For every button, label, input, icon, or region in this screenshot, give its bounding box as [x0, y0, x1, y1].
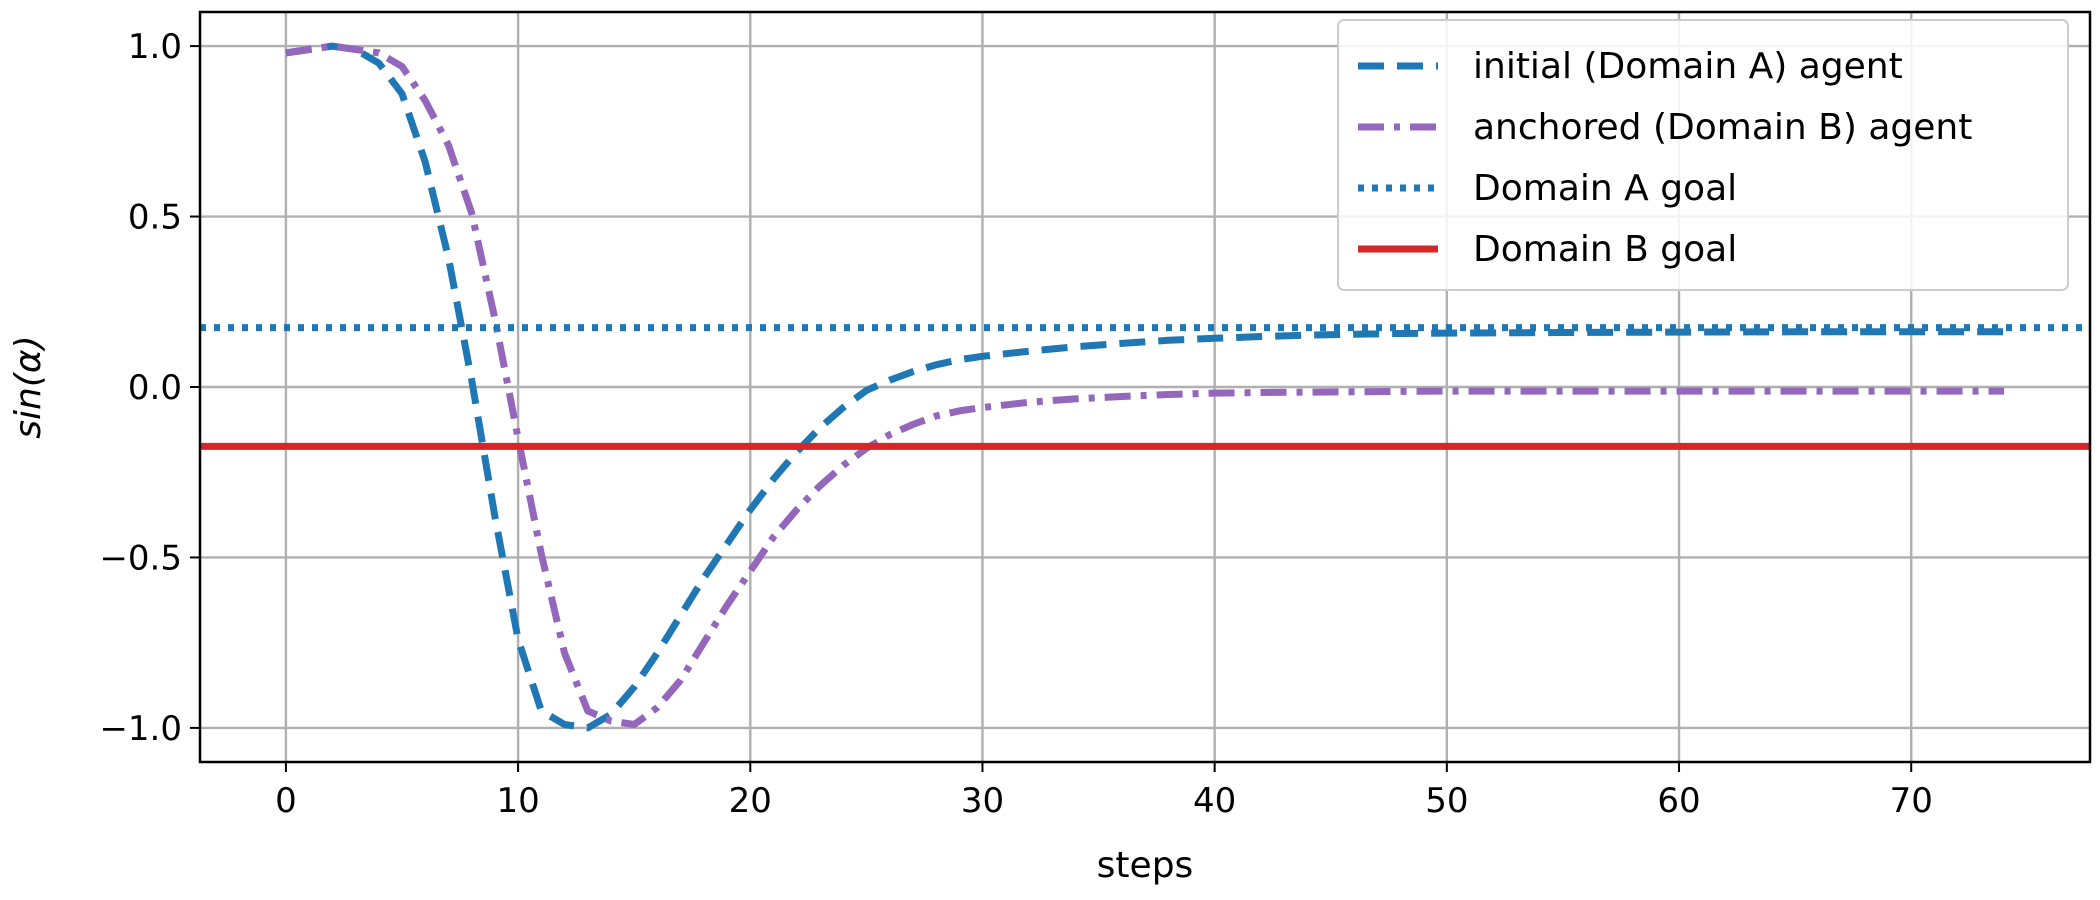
x-axis-ticks: 0 10 20 30 40 50 60 70: [275, 762, 1933, 821]
series-line-anchored-domain-b-agent: [285, 42, 2005, 728]
x-tick-label: 50: [1425, 781, 1468, 821]
legend-label: Domain B goal: [1473, 229, 1737, 270]
x-tick-label: 30: [961, 781, 1004, 821]
legend: initial (Domain A) agent anchored (Domain…: [1337, 19, 2069, 291]
x-tick-label: 60: [1657, 781, 1700, 821]
y-tick-label: 1.0: [128, 27, 182, 67]
x-axis-label: steps: [1097, 845, 1194, 886]
x-tick-label: 70: [1890, 781, 1933, 821]
y-axis-label: sin(α): [8, 335, 49, 438]
y-tick-label: 0.0: [128, 368, 182, 408]
legend-label: initial (Domain A) agent: [1473, 46, 1903, 87]
x-tick-label: 0: [275, 781, 297, 821]
series-line-initial-domain-a-agent: [285, 42, 2005, 732]
y-tick-label: −0.5: [99, 538, 182, 578]
x-tick-label: 40: [1193, 781, 1236, 821]
y-tick-label: 0.5: [128, 198, 182, 238]
legend-box: [1337, 19, 2069, 291]
x-tick-label: 20: [729, 781, 772, 821]
y-axis-ticks: 1.0 0.5 0.0 −0.5 −1.0: [99, 27, 200, 749]
legend-label: anchored (Domain B) agent: [1473, 107, 1972, 148]
legend-label: Domain A goal: [1473, 168, 1737, 209]
x-tick-label: 10: [496, 781, 539, 821]
y-tick-label: −1.0: [99, 709, 182, 749]
series-layer: [200, 42, 2090, 732]
